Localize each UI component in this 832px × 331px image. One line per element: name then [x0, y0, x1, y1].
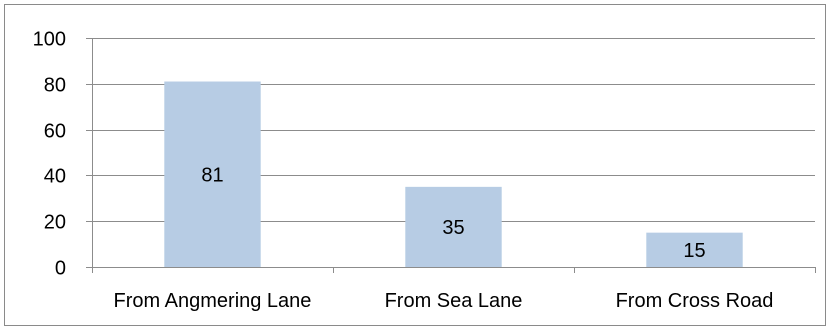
bar [646, 232, 743, 267]
data-label: 35 [442, 217, 464, 239]
bar [164, 81, 261, 267]
bar [405, 186, 502, 267]
x-category-label: From Angmering Lane [114, 290, 312, 312]
bars [164, 81, 743, 267]
axes [86, 38, 816, 273]
data-label: 81 [201, 164, 223, 186]
labels: 0 20 40 60 80 100 81 From Angmering Lane 35 From … [33, 29, 774, 313]
y-tick-label: 100 [33, 29, 66, 51]
y-tick-label: 80 [44, 75, 66, 97]
chart-frame [4, 4, 826, 326]
y-tick-label: 20 [44, 212, 66, 234]
y-tick-label: 60 [44, 121, 66, 143]
y-tick-label: 40 [44, 166, 66, 188]
x-category-label: From Sea Lane [385, 290, 523, 312]
data-label: 15 [683, 240, 705, 262]
x-category-label: From Cross Road [616, 290, 774, 312]
y-tick-label: 0 [55, 258, 66, 280]
